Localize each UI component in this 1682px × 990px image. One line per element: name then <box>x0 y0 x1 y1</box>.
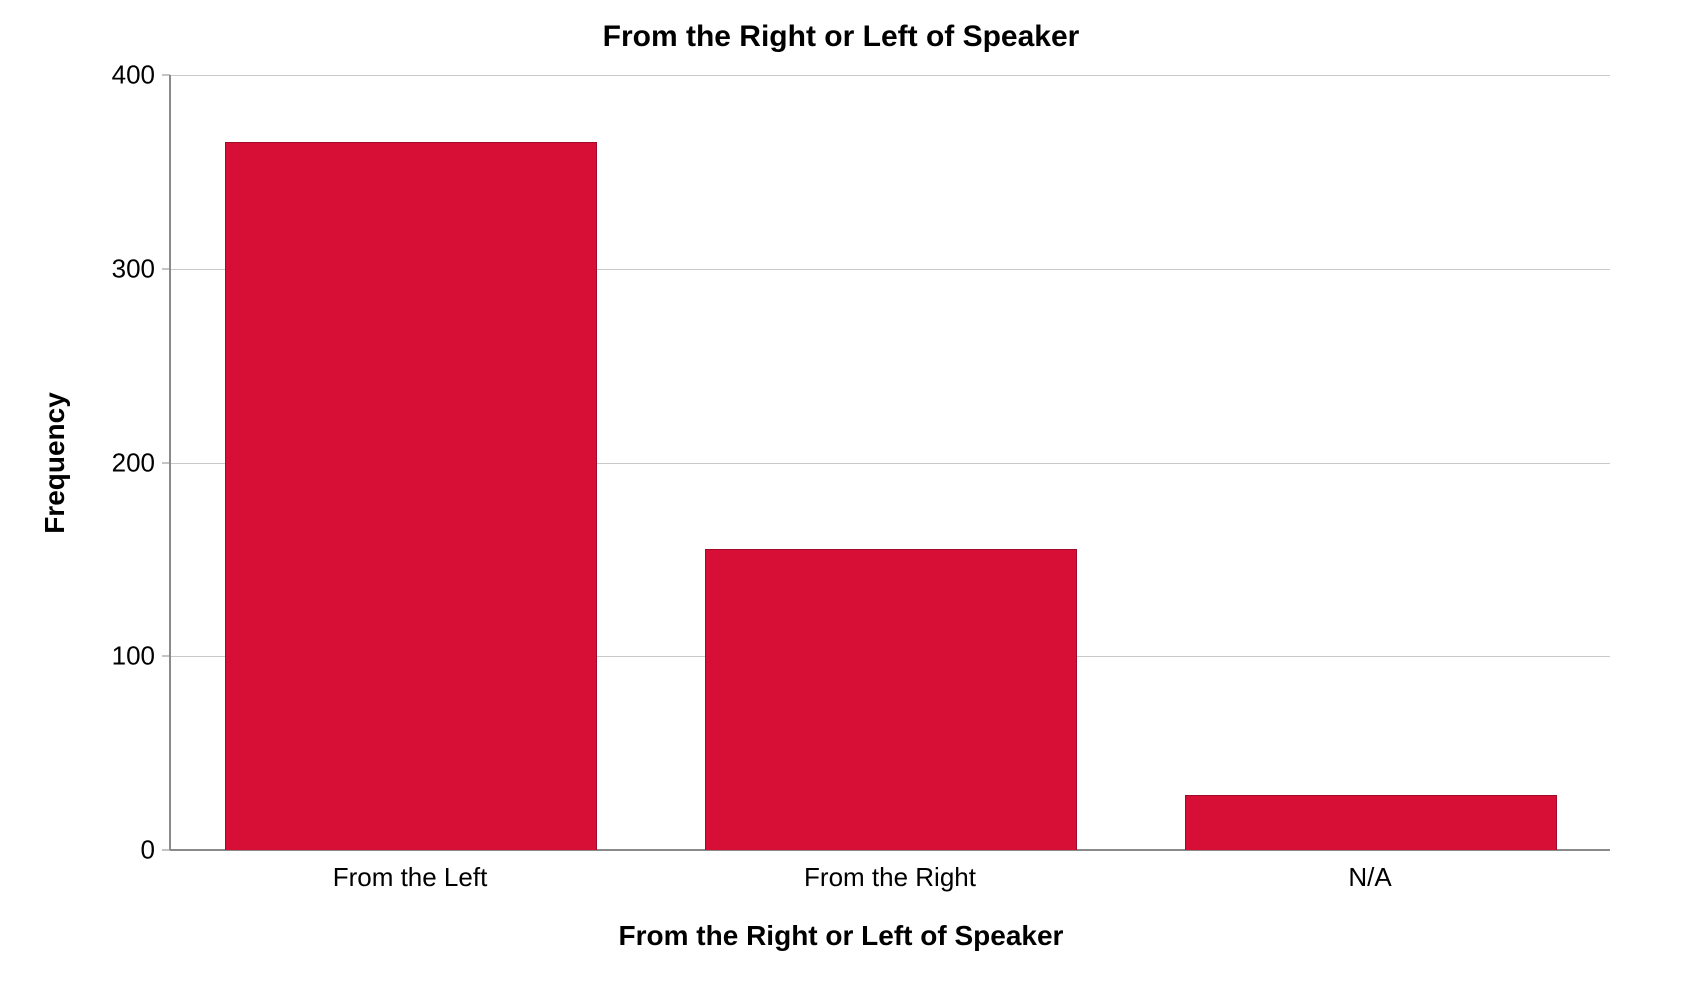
chart-title: From the Right or Left of Speaker <box>0 20 1682 54</box>
plot-area <box>170 75 1610 850</box>
gridline <box>170 75 1610 76</box>
y-tick-label: 400 <box>100 60 155 91</box>
bar <box>705 549 1077 850</box>
y-tick-label: 100 <box>100 641 155 672</box>
bar <box>1185 795 1557 850</box>
x-tick-label: From the Left <box>333 862 488 893</box>
chart-container: From the Right or Left of Speaker Freque… <box>0 0 1682 990</box>
y-axis-line <box>169 75 171 850</box>
y-axis-label: Frequency <box>39 392 71 534</box>
bar <box>225 142 597 850</box>
x-tick-label: N/A <box>1348 862 1391 893</box>
y-tick-label: 0 <box>100 835 155 866</box>
x-axis-label: From the Right or Left of Speaker <box>0 920 1682 952</box>
y-tick-label: 300 <box>100 253 155 284</box>
y-tick-label: 200 <box>100 447 155 478</box>
x-tick-label: From the Right <box>804 862 976 893</box>
